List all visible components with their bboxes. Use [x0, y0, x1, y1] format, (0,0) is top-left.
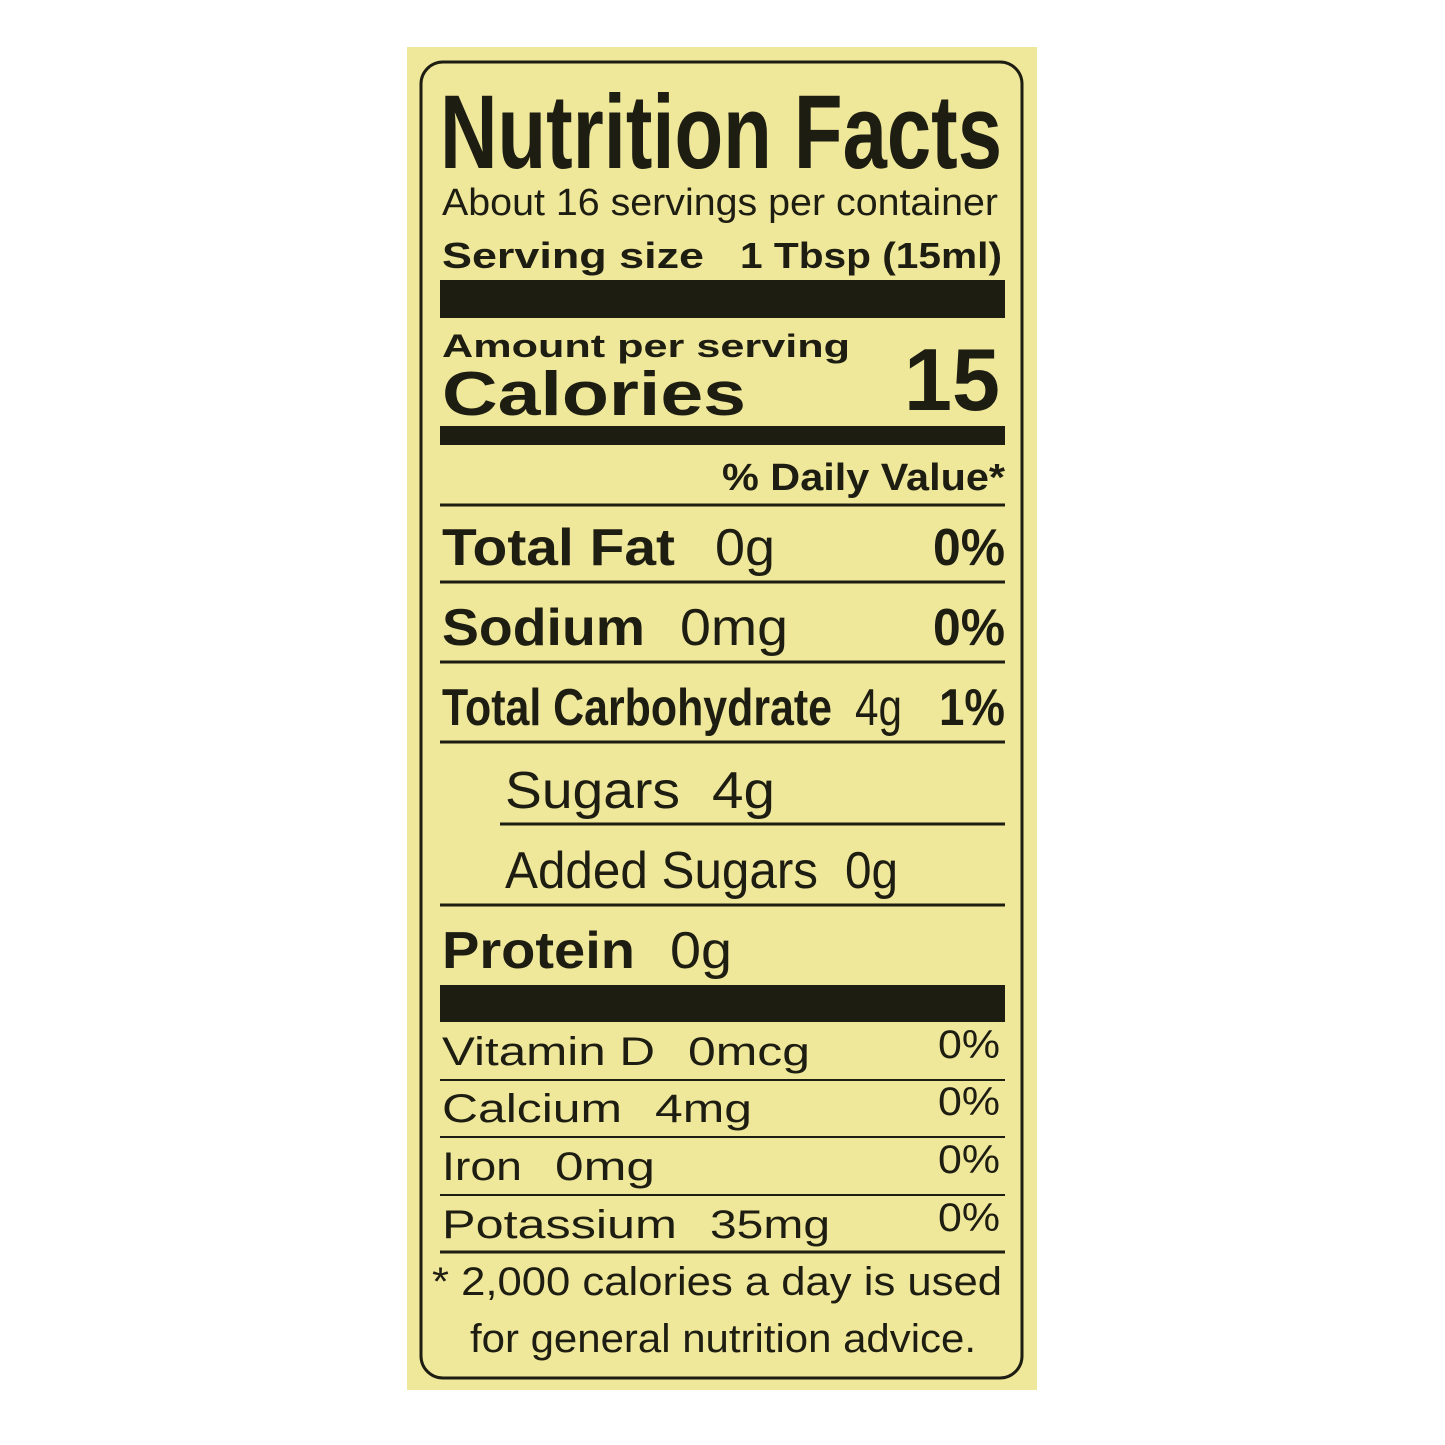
- vitamin-name: Iron: [442, 1145, 522, 1189]
- calories-label: Calories: [442, 360, 746, 429]
- nutrient-name: Added Sugars: [505, 842, 818, 900]
- nutrient-amount: 0g: [845, 842, 898, 900]
- vitamin-amount: 4mg: [655, 1087, 752, 1131]
- nutrient-name: Sugars: [505, 762, 680, 820]
- label-border: [419, 60, 1024, 1380]
- nutrient-name: Total Fat: [442, 519, 675, 577]
- vitamin-percent: 0%: [938, 1023, 1000, 1067]
- vitamin-name: Calcium: [442, 1087, 622, 1131]
- nutrient-percent: 1%: [939, 679, 1005, 737]
- vitamin-percent: 0%: [938, 1138, 1000, 1182]
- nutrient-amount: 4g: [712, 762, 775, 820]
- footnote: * 2,000 calories a day is used: [432, 1260, 1002, 1304]
- vitamin-name: Vitamin D: [442, 1030, 655, 1074]
- nutrient-amount: 0g: [670, 922, 732, 980]
- serving-size-value: 1 Tbsp (15ml): [740, 235, 1002, 276]
- nutrient-name: Protein: [442, 922, 635, 980]
- calories-value: 15: [904, 330, 1000, 429]
- nutrient-name: Sodium: [442, 599, 645, 657]
- label-background: [407, 47, 1037, 1390]
- nutrient-amount: 0g: [715, 519, 775, 577]
- vitamin-amount: 0mg: [555, 1145, 655, 1189]
- vitamin-name: Potassium: [442, 1203, 677, 1247]
- servings: About 16 servings per container: [442, 182, 998, 224]
- serving-size-label: Serving size: [442, 235, 704, 276]
- vitamin-percent: 0%: [938, 1080, 1000, 1124]
- nutrient-percent: 0%: [933, 599, 1005, 657]
- vitamin-amount: 35mg: [710, 1203, 830, 1247]
- vitamin-percent: 0%: [938, 1196, 1000, 1240]
- amount-per-serving: Amount per serving: [442, 328, 850, 364]
- nutrient-percent: 0%: [933, 519, 1005, 577]
- vitamin-amount: 0mcg: [688, 1030, 810, 1074]
- nutrient-name: Total Carbohydrate: [442, 679, 832, 737]
- medium-rule: [440, 426, 1005, 445]
- thick-rule: [440, 280, 1005, 318]
- daily-value-header: % Daily Value*: [722, 457, 1005, 499]
- title: Nutrition Facts: [440, 74, 1002, 191]
- footnote: for general nutrition advice.: [470, 1317, 976, 1361]
- nutrient-amount: 4g: [855, 679, 902, 737]
- nutrient-amount: 0mg: [680, 599, 788, 657]
- thick-rule: [440, 985, 1005, 1022]
